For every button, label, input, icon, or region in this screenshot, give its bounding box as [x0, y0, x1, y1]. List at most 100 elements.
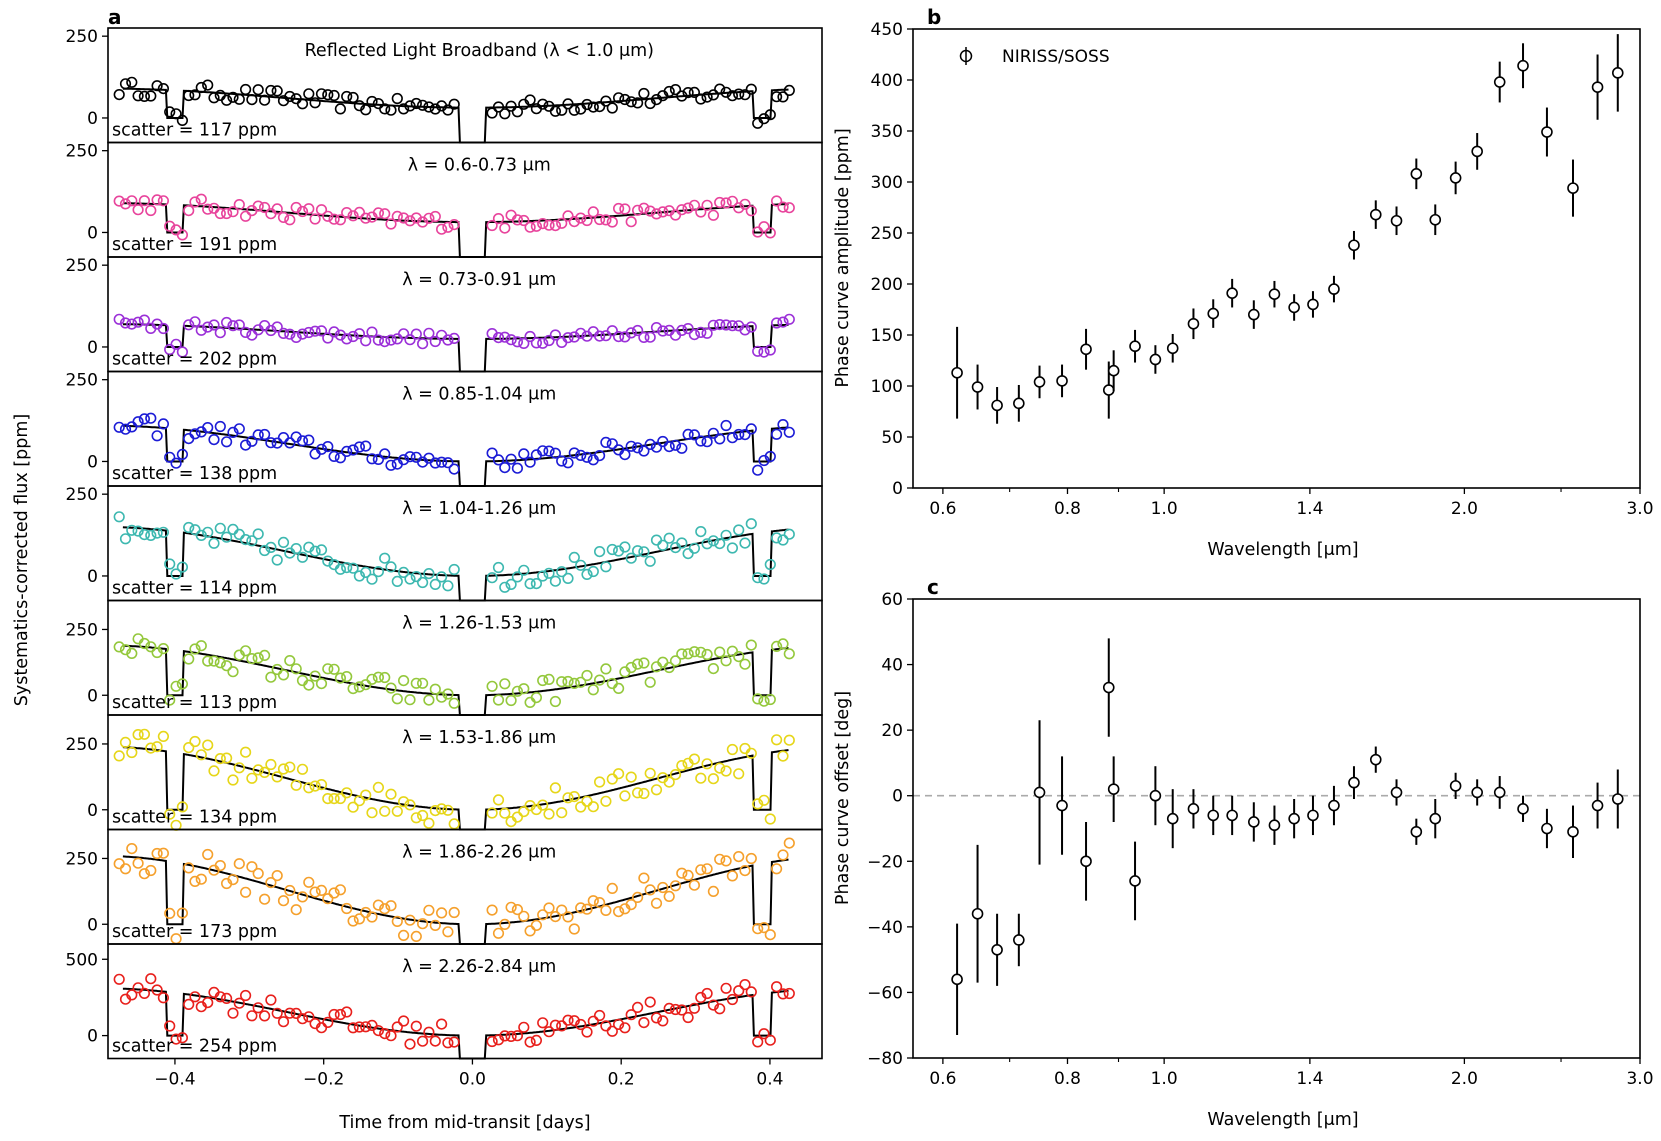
data-point: [707, 885, 720, 898]
data-point: [612, 768, 625, 780]
data-point: [657, 206, 669, 218]
data-point: [764, 227, 776, 239]
data-point: [537, 337, 549, 349]
data-point: [530, 577, 543, 590]
light-curve-subpanel: 0 250 λ = 1.26-1.53 μm scatter = 113 ppm: [66, 599, 823, 716]
data-point: [259, 544, 271, 557]
data-point: [265, 994, 277, 1006]
data-point: [644, 331, 656, 343]
data-point: [783, 202, 795, 214]
data-point: [385, 459, 397, 471]
data-point: [379, 208, 391, 220]
data-point: [726, 195, 739, 207]
axes-frame: [912, 598, 1641, 1059]
data-point: [714, 196, 726, 209]
data-point: [745, 852, 757, 865]
data-point: [556, 904, 568, 916]
data-point: [189, 316, 201, 328]
data-point: [366, 453, 378, 465]
data-point: [707, 319, 720, 331]
data-point: [745, 321, 757, 333]
data-point: [379, 805, 391, 817]
data-point: [625, 327, 637, 339]
data-point: [486, 219, 498, 232]
data-point: [202, 321, 214, 333]
data-point: [436, 223, 448, 235]
data-point: [543, 1026, 555, 1038]
data-point: [353, 1021, 366, 1033]
data-point: [372, 1024, 385, 1037]
data-point: [549, 220, 562, 232]
data-point: [265, 437, 277, 449]
data-point: [625, 440, 637, 452]
data-point: [214, 420, 226, 433]
data-point: [214, 522, 226, 534]
data-point: [442, 804, 454, 816]
light-curve-subpanel: 0 250 λ = 0.85-1.04 μm scatter = 138 ppm: [66, 371, 823, 487]
data-point: [151, 80, 163, 92]
data-point: [777, 638, 789, 650]
data-point: [499, 222, 511, 234]
data-point: [119, 533, 132, 545]
data-point: [240, 439, 252, 451]
data-point: [543, 808, 555, 820]
data-point: [157, 847, 169, 859]
data-point: [518, 214, 530, 227]
data-point: [612, 331, 625, 343]
data-point: [391, 333, 403, 345]
data-point: [119, 317, 132, 329]
data-point: [417, 338, 429, 350]
data-point: [1268, 819, 1281, 832]
ytick-label: 250: [66, 27, 98, 47]
data-point: [398, 796, 410, 808]
data-point: [511, 811, 524, 823]
data-point: [1226, 287, 1238, 299]
xtick-label: 0.0: [459, 1070, 486, 1090]
data-point: [176, 801, 188, 813]
data-point: [436, 907, 448, 919]
data-point: [619, 1022, 631, 1034]
data-point: [733, 850, 745, 863]
data-point: [606, 773, 618, 785]
data-point: [682, 428, 694, 441]
data-point: [511, 903, 524, 916]
data-point: [227, 873, 239, 886]
data-point: [524, 456, 536, 468]
data-point: [499, 462, 511, 474]
data-point: [676, 537, 688, 549]
data-point: [290, 331, 302, 344]
xtick-label: 1.4: [1296, 499, 1323, 519]
data-point: [1567, 825, 1579, 838]
subpanel-title: λ = 1.04-1.26 μm: [402, 499, 556, 519]
data-point: [246, 772, 258, 784]
data-point: [271, 203, 283, 215]
data-point: [164, 558, 176, 570]
data-point: [410, 97, 422, 110]
scatter-label: scatter = 202 ppm: [112, 350, 277, 370]
data-point: [189, 524, 201, 536]
data-point: [549, 105, 562, 117]
ytick-label: 100: [871, 377, 903, 397]
data-point: [138, 987, 150, 1000]
data-point: [991, 944, 1003, 956]
data-point: [372, 899, 385, 911]
data-point: [739, 864, 751, 877]
data-point: [543, 673, 555, 686]
data-point: [360, 104, 372, 116]
data-point: [549, 910, 562, 923]
data-point: [1517, 803, 1529, 815]
data-point: [164, 220, 176, 232]
data-point: [423, 694, 435, 706]
data-point: [429, 210, 441, 223]
data-point: [183, 433, 195, 445]
data-point: [151, 430, 163, 442]
data-point: [562, 210, 574, 222]
ytick-label: 350: [871, 122, 903, 142]
data-point: [442, 457, 454, 469]
xtick-label: 1.0: [1151, 499, 1178, 519]
data-point: [442, 580, 454, 592]
data-point: [391, 805, 403, 817]
data-point: [240, 83, 252, 96]
data-point: [385, 1030, 397, 1042]
data-point: [277, 536, 290, 549]
